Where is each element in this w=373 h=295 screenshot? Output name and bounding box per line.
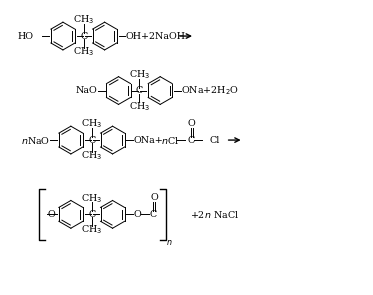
- Text: $n$Cl: $n$Cl: [161, 135, 179, 145]
- Text: CH$_3$: CH$_3$: [81, 118, 102, 130]
- Text: $n$: $n$: [166, 237, 172, 247]
- Text: ONa+: ONa+: [134, 136, 163, 145]
- Text: CH$_3$: CH$_3$: [129, 100, 150, 113]
- Text: O: O: [47, 210, 55, 219]
- Text: C: C: [187, 136, 195, 145]
- Text: $n$NaO: $n$NaO: [21, 135, 50, 145]
- Text: C: C: [88, 136, 95, 145]
- Text: O: O: [187, 119, 195, 128]
- Text: ONa+2H$_2$O: ONa+2H$_2$O: [181, 84, 239, 97]
- Text: CH$_3$: CH$_3$: [81, 224, 102, 237]
- Text: CH$_3$: CH$_3$: [81, 192, 102, 205]
- Text: CH$_3$: CH$_3$: [73, 14, 94, 27]
- Text: CH$_3$: CH$_3$: [81, 150, 102, 162]
- Text: O: O: [150, 193, 158, 202]
- Text: Cl: Cl: [210, 136, 220, 145]
- Text: C: C: [80, 32, 87, 40]
- Text: C: C: [150, 210, 157, 219]
- Text: C: C: [88, 210, 95, 219]
- Text: +2$n$ NaCl: +2$n$ NaCl: [190, 209, 239, 220]
- Text: CH$_3$: CH$_3$: [73, 46, 94, 58]
- Text: O: O: [134, 210, 141, 219]
- Text: C: C: [136, 86, 143, 95]
- Text: HO: HO: [17, 32, 33, 40]
- Text: CH$_3$: CH$_3$: [129, 68, 150, 81]
- Text: NaO: NaO: [76, 86, 98, 95]
- Text: OH+2NaOH: OH+2NaOH: [125, 32, 185, 40]
